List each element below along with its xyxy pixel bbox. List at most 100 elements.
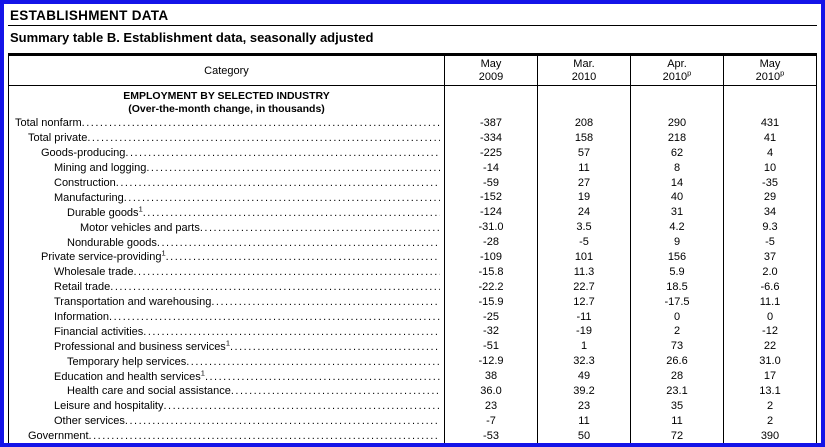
row-label: Total nonfarm <box>15 117 82 130</box>
dot-leader <box>89 430 440 442</box>
value-cell: 31.0 <box>723 354 816 370</box>
dot-leader <box>146 162 440 174</box>
row-label: Wholesale trade <box>54 266 134 279</box>
table-body: EMPLOYMENT BY SELECTED INDUSTRY (Over-th… <box>9 86 816 443</box>
value-cell: 27 <box>537 175 630 191</box>
row-label: Temporary help services <box>67 355 187 368</box>
value-cell: 62 <box>630 145 723 161</box>
value-cell: 2.0 <box>723 264 816 280</box>
column-header: Apr. 2010p <box>630 56 723 85</box>
value-cell: 41 <box>723 130 816 146</box>
value-cell: 23.1 <box>630 384 723 399</box>
value-cell: -225 <box>444 145 537 161</box>
value-cell: 2 <box>723 398 816 414</box>
value-cell: 73 <box>630 339 723 355</box>
table-header-row: Category May 2009 Mar. 2010 Apr. 2010p May 2010… <box>9 56 816 86</box>
category-column-header: Category <box>204 64 249 77</box>
dot-leader <box>211 296 440 308</box>
value-cell: -59 <box>444 175 537 191</box>
row-label-cell: Financial activities <box>9 324 444 339</box>
value-cell: -7 <box>444 413 537 429</box>
value-cell: 290 <box>630 116 723 131</box>
value-cell: 8 <box>630 160 723 176</box>
value-cell: 208 <box>537 116 630 131</box>
value-cell: 26.6 <box>630 354 723 370</box>
table-row: Nondurable goods-28-59-5 <box>9 235 816 251</box>
table-row: Retail trade -22.222.718.5-6.6 <box>9 279 816 295</box>
value-cell: 9 <box>630 235 723 251</box>
value-cell: 0 <box>630 309 723 325</box>
value-cell: -14 <box>444 160 537 176</box>
row-label-cell: Wholesale trade <box>9 265 444 280</box>
table-row: Transportation and warehousing -15.912.7-… <box>9 294 816 310</box>
row-label-cell: Education and health services1 <box>9 369 444 384</box>
row-label-cell: Temporary help services <box>9 354 444 369</box>
row-label-cell: Retail trade <box>9 280 444 295</box>
value-cell: 50 <box>537 428 630 443</box>
value-cell: 4.2 <box>630 220 723 236</box>
dot-leader <box>125 415 440 427</box>
value-cell: 13.1 <box>723 384 816 399</box>
table-row: Motor vehicles and parts -31.03.54.29.3 <box>9 220 816 236</box>
row-label-cell: Leisure and hospitality <box>9 399 444 414</box>
value-cell: 35 <box>630 398 723 414</box>
value-cell: 3.5 <box>537 220 630 236</box>
value-cell: -334 <box>444 130 537 146</box>
value-cell: -109 <box>444 250 537 265</box>
value-cell: 0 <box>723 309 816 325</box>
value-cell: 10 <box>723 160 816 176</box>
section-header-row: EMPLOYMENT BY SELECTED INDUSTRY (Over-th… <box>9 86 816 116</box>
value-cell: 24 <box>537 205 630 221</box>
row-label-cell: Motor vehicles and parts <box>9 220 444 235</box>
dot-leader <box>231 385 440 397</box>
row-label: Durable goods1 <box>67 205 143 219</box>
dot-leader <box>230 341 440 353</box>
value-cell: 156 <box>630 250 723 265</box>
value-cell: 36.0 <box>444 384 537 399</box>
value-cell: 431 <box>723 116 816 131</box>
row-label-cell: Government <box>9 429 444 443</box>
value-cell: 23 <box>444 398 537 414</box>
value-cell: 158 <box>537 130 630 146</box>
dot-leader <box>125 147 440 159</box>
value-cell: -17.5 <box>630 294 723 310</box>
value-cell: -6.6 <box>723 279 816 295</box>
dot-leader <box>163 400 440 412</box>
row-label-cell: Other services <box>9 414 444 429</box>
row-label-cell: Information <box>9 310 444 325</box>
value-cell: -5 <box>723 235 816 251</box>
value-cell: 9.3 <box>723 220 816 236</box>
value-cell: 19 <box>537 190 630 206</box>
value-cell: 4 <box>723 145 816 161</box>
row-label: Mining and logging <box>54 162 147 175</box>
row-label: Professional and business services1 <box>54 339 230 353</box>
row-label: Goods-producing <box>41 147 126 160</box>
dot-leader <box>124 192 440 204</box>
dot-leader <box>205 371 440 383</box>
value-cell: -35 <box>723 175 816 191</box>
table-row: Leisure and hospitality2323352 <box>9 398 816 414</box>
value-cell: 11 <box>537 413 630 429</box>
row-label-cell: Construction <box>9 176 444 191</box>
value-cell: -25 <box>444 309 537 325</box>
page-title: ESTABLISHMENT DATA <box>8 6 817 26</box>
value-cell: -51 <box>444 339 537 355</box>
dot-leader <box>186 356 440 368</box>
row-label-cell: Manufacturing <box>9 190 444 205</box>
row-label-cell: Private service-providing1 <box>9 250 444 265</box>
section-subtitle: (Over-the-month change, in thousands) <box>128 102 325 115</box>
page-content: ESTABLISHMENT DATA Summary table B. Esta… <box>4 4 821 443</box>
row-label: Manufacturing <box>54 191 124 204</box>
value-cell: -124 <box>444 205 537 221</box>
value-cell: 11.3 <box>537 264 630 280</box>
section-header: EMPLOYMENT BY SELECTED INDUSTRY (Over-th… <box>9 86 444 116</box>
dot-leader <box>109 311 440 323</box>
value-cell: -15.9 <box>444 294 537 310</box>
